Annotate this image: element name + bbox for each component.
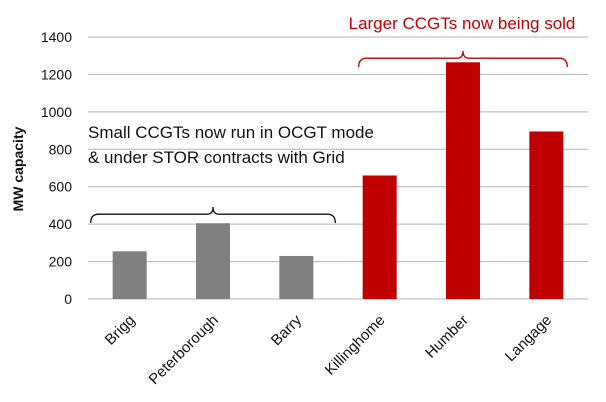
annotations: Small CCGTs now run in OCGT mode & under … <box>88 14 576 224</box>
gridlines <box>88 36 588 300</box>
bar-brigg <box>112 251 147 299</box>
x-category-label: Barry <box>268 311 306 349</box>
x-category-label: Humber <box>422 312 472 362</box>
bars <box>112 62 564 300</box>
annotation-brace-small-ccgts <box>90 206 336 224</box>
x-category-label: Killinghome <box>322 312 389 379</box>
annotation-text-small-ccgts: & under STOR contracts with Grid <box>88 148 345 167</box>
y-tick-label: 1000 <box>41 104 72 120</box>
bar-barry <box>279 255 314 299</box>
y-tick-label: 1400 <box>41 29 72 45</box>
bar-langage <box>529 131 564 299</box>
bar-killinghome <box>362 175 397 299</box>
y-tick-label: 400 <box>49 216 73 232</box>
x-category-label: Peterborough <box>146 312 222 388</box>
x-category-label: Brigg <box>102 312 139 349</box>
y-tick-label: 800 <box>49 141 73 157</box>
y-axis-label: MW capacity <box>10 126 26 211</box>
annotation-text-small-ccgts: Small CCGTs now run in OCGT mode <box>88 123 374 142</box>
y-axis-ticks: 0 200 400 600 800 1000 1200 1400 <box>41 29 72 307</box>
annotation-text-larger-ccgts: Larger CCGTs now being sold <box>349 14 576 33</box>
y-tick-label: 600 <box>49 179 73 195</box>
annotation-brace-larger-ccgts <box>358 50 568 68</box>
x-axis-categories: Brigg Peterborough Barry Killinghome Humber L… <box>102 311 555 388</box>
bar-peterborough <box>196 223 230 299</box>
x-category-label: Langage <box>502 312 555 365</box>
y-tick-label: 0 <box>64 291 72 307</box>
bar-humber <box>446 62 480 300</box>
y-tick-label: 1200 <box>41 66 72 82</box>
y-tick-label: 200 <box>49 254 73 270</box>
